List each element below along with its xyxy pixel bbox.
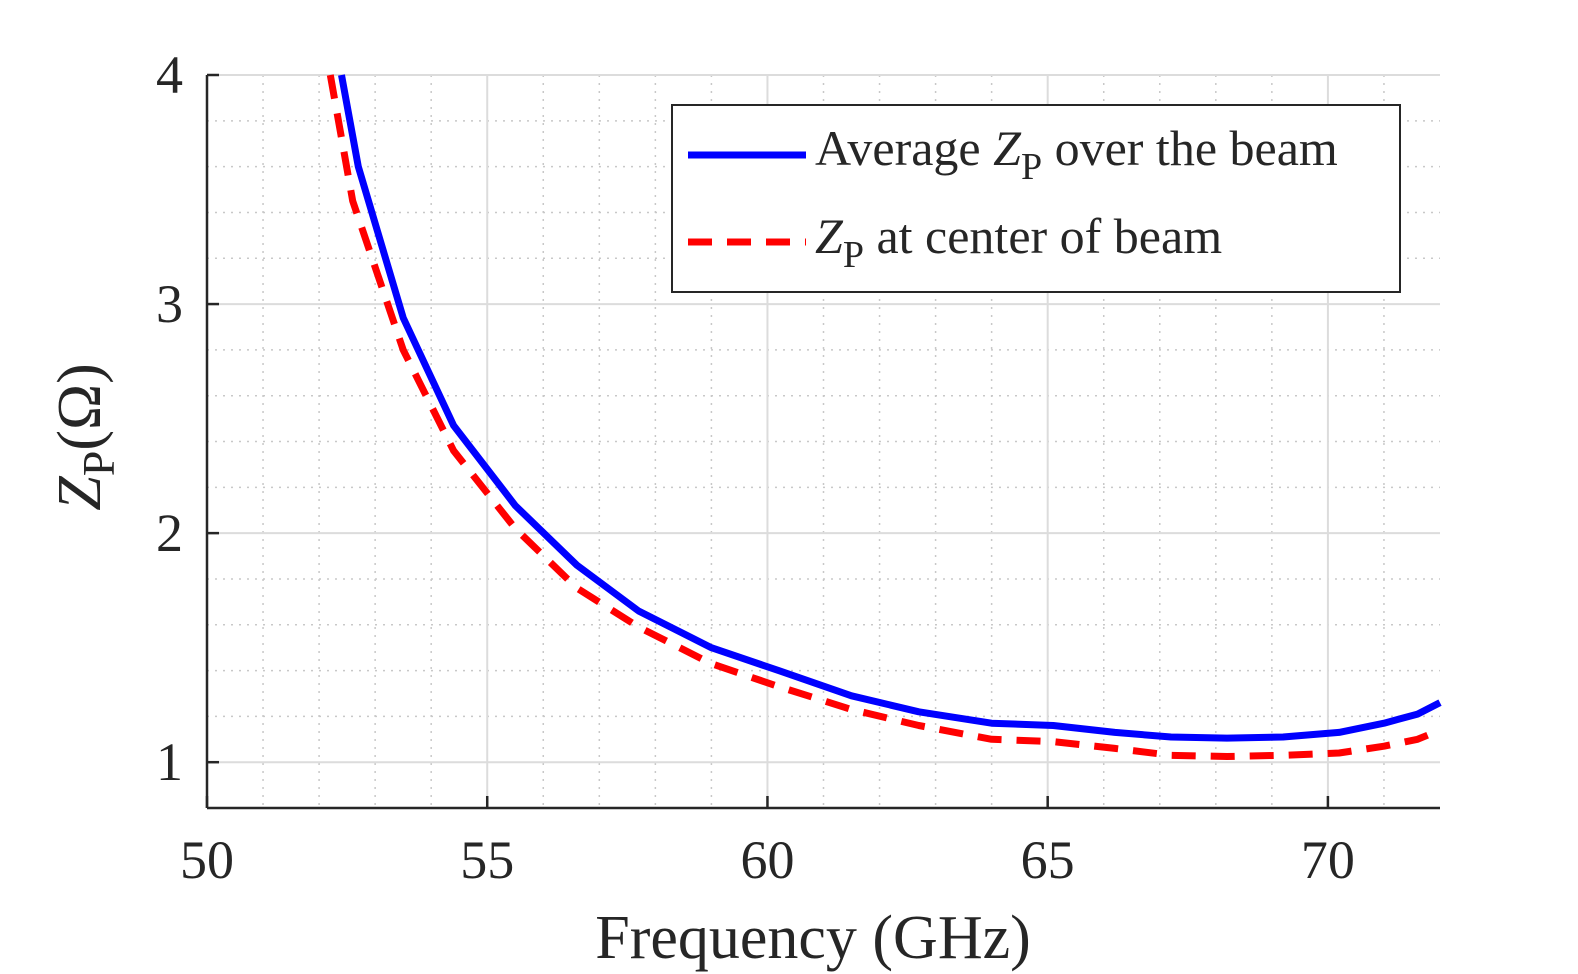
y-tick-label: 4 (156, 45, 183, 105)
legend-label-average: Average ZP over the beam (815, 120, 1338, 188)
legend-label-center: ZP at center of beam (815, 208, 1222, 276)
x-axis-title: Frequency (GHz) (595, 904, 1031, 972)
legend-label-center-post: at center of beam (864, 208, 1222, 264)
x-tick-label: 70 (1301, 830, 1355, 890)
legend-label-average-symbol: Z (993, 120, 1022, 176)
y-tick-label: 2 (156, 503, 183, 563)
legend-label-center-subscript: P (843, 234, 864, 276)
legend-label-center-symbol: Z (815, 208, 844, 264)
x-tick-label: 50 (180, 830, 234, 890)
tick-labels: 50 55 60 65 70 1 2 3 4 (156, 45, 1355, 890)
x-tick-label: 65 (1021, 830, 1075, 890)
y-axis-title: ZP(Ω) (46, 363, 124, 510)
y-tick-label: 1 (156, 732, 183, 792)
legend: Average ZP over the beam ZP at center of… (671, 104, 1401, 293)
series-line-center (326, 74, 1442, 760)
axes (205, 73, 1440, 810)
y-axis-title-subscript: P (73, 451, 124, 477)
legend-label-average-post: over the beam (1042, 120, 1338, 176)
x-tick-label: 60 (740, 830, 794, 890)
series-layer (326, 74, 1442, 760)
legend-label-average-pre: Average (815, 120, 993, 176)
series-line-average (338, 74, 1442, 742)
legend-label-average-subscript: P (1021, 146, 1042, 188)
y-tick-label: 3 (156, 274, 183, 334)
x-tick-label: 55 (460, 830, 514, 890)
legend-box (671, 104, 1401, 293)
y-axis-title-unit: (Ω) (46, 363, 114, 450)
y-axis-title-symbol: Z (46, 476, 114, 511)
